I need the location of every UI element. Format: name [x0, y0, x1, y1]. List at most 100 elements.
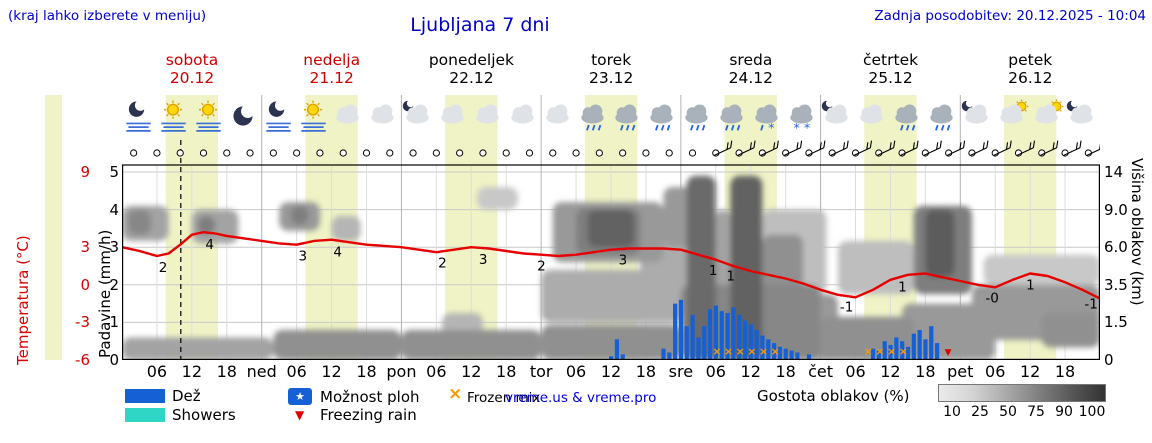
svg-text:4: 4 — [205, 237, 214, 253]
weather-icon-cloud — [506, 99, 542, 135]
temperature-axis-label: Temperatura (°C) — [14, 235, 32, 365]
x-axis-label-čet: čet — [808, 362, 834, 381]
showers-label: Showers — [172, 406, 236, 424]
x-axis-label-06: 06 — [845, 362, 866, 381]
x-axis-label-06: 06 — [565, 362, 587, 381]
precip-type-marks: × × × × × × × × × × ▼ — [712, 345, 951, 358]
cloud-height-tick-9.0: 9.0 — [1104, 200, 1128, 219]
precip-bars — [609, 299, 940, 360]
cloud-height-tick-3.5: 3.5 — [1104, 275, 1128, 294]
temperature-line — [122, 231, 1100, 300]
cloud-height-tick-6.0: 6.0 — [1104, 238, 1128, 257]
svg-text:×: × — [887, 345, 896, 358]
left-margin-daylight-band — [45, 95, 62, 360]
svg-text:×: × — [712, 345, 721, 358]
x-axis-label-12: 12 — [740, 362, 761, 381]
weather-icon-rain — [645, 99, 681, 135]
svg-text:×: × — [724, 345, 733, 358]
x-axis-label-06: 06 — [286, 362, 307, 381]
weather-icon-sleet: * — [750, 99, 786, 136]
x-axis-label-tor: tor — [529, 362, 553, 381]
day-header-sreda: sreda 24.12 — [728, 51, 774, 87]
weather-icon-cloud — [855, 99, 891, 135]
rain-label: Dež — [172, 387, 201, 405]
weather-icon-sun-fog — [296, 99, 332, 135]
density-tick-75: 75 — [1027, 404, 1045, 420]
svg-text:×: × — [759, 345, 768, 358]
precip-tick-4: 4 — [109, 200, 119, 219]
density-tick-10: 10 — [943, 404, 961, 420]
svg-text:×: × — [899, 345, 908, 358]
x-axis-label-06: 06 — [705, 362, 726, 381]
site-link[interactable]: vreme.us & vreme.pro — [505, 390, 657, 406]
svg-text:×: × — [736, 345, 745, 358]
x-axis-label-sre: sre — [668, 362, 694, 381]
frozen-mix-label: Frozen mix — [467, 390, 541, 406]
freezing-rain-icon: ▼ — [295, 408, 305, 422]
svg-text:2: 2 — [438, 256, 447, 272]
x-axis-label-18: 18 — [216, 362, 237, 381]
x-axis-label-18: 18 — [1054, 362, 1076, 381]
frozen-mix-icon: × — [448, 384, 463, 404]
weather-icon-moon-cloud — [820, 99, 856, 135]
x-axis-label-12: 12 — [461, 362, 482, 381]
plot-border — [122, 164, 1100, 360]
rain-swatch — [125, 389, 165, 403]
weather-icon-rain — [576, 99, 612, 135]
x-axis-label-18: 18 — [915, 362, 936, 381]
weather-icon-moon-cloud — [1065, 99, 1101, 135]
x-axis-label-06: 06 — [985, 362, 1006, 381]
precip-tick-2: 2 — [109, 275, 119, 294]
precip-tick-1: 1 — [109, 313, 119, 332]
day-header-torek: torek 23.12 — [588, 51, 634, 87]
temp-tick-3: 3 — [80, 238, 90, 257]
freezing-rain-label: Freezing rain — [320, 406, 417, 424]
x-axis-label-18: 18 — [356, 362, 377, 381]
day-header-četrtek: četrtek 25.12 — [863, 51, 919, 87]
svg-text:1: 1 — [1026, 278, 1035, 294]
weather-icon-cloud — [436, 99, 472, 135]
density-tick-90: 90 — [1055, 404, 1073, 420]
svg-text:1: 1 — [898, 279, 907, 295]
density-tick-50: 50 — [999, 404, 1017, 420]
weather-icon-snow: * * — [785, 99, 821, 136]
cloud-shading — [122, 175, 1100, 360]
svg-text:* *: * * — [794, 121, 811, 133]
weather-icon-sun-cloud — [1030, 99, 1066, 135]
chance-of-showers-label: Možnost ploh — [320, 388, 420, 406]
day-header-ponedeljek: ponedeljek 22.12 — [428, 51, 515, 87]
density-tick-100: 100 — [1078, 404, 1106, 420]
density-tick-25: 25 — [971, 404, 989, 420]
svg-text:1: 1 — [726, 269, 735, 285]
page-title: Ljubljana 7 dni — [410, 14, 550, 36]
svg-text:-1: -1 — [1084, 296, 1097, 312]
weather-icon-rain — [610, 99, 646, 135]
cloud-height-tick-1.5: 1.5 — [1104, 313, 1128, 332]
weather-icon-cloud — [331, 99, 367, 135]
weather-icon-sun-cloud — [995, 99, 1031, 135]
weather-icon-sun-fog — [156, 99, 192, 135]
x-axis-label-12: 12 — [1019, 362, 1041, 381]
x-axis-label-12: 12 — [880, 362, 901, 381]
weather-icon-moon-fog — [121, 99, 157, 135]
weather-icon-moon-cloud — [960, 99, 996, 135]
svg-text:*: * — [768, 121, 774, 133]
weather-icon-moon — [226, 99, 262, 135]
wind-barbs — [714, 140, 1100, 156]
x-axis-label-06: 06 — [146, 362, 168, 381]
chance-of-showers-icon: ★ — [288, 388, 312, 405]
x-axis-label-ned: ned — [246, 362, 277, 381]
svg-text:3: 3 — [619, 252, 628, 268]
weather-icon-moon-cloud — [401, 99, 437, 135]
x-axis-label-pet: pet — [947, 362, 974, 381]
svg-text:×: × — [747, 345, 756, 358]
day-header-petek: petek 26.12 — [1008, 51, 1053, 87]
svg-text:3: 3 — [479, 252, 488, 268]
x-axis-label-12: 12 — [600, 362, 622, 381]
weather-icon-cloud — [471, 99, 507, 135]
x-axis-label-18: 18 — [775, 362, 796, 381]
precip-tick-3: 3 — [109, 238, 119, 257]
weather-icon-sun-fog — [191, 99, 227, 135]
meteogram-chart: × × × × × × × × × × ▼243 42 3 2 31 1-11-01-1 — [122, 95, 1100, 360]
svg-text:-0: -0 — [985, 291, 998, 307]
